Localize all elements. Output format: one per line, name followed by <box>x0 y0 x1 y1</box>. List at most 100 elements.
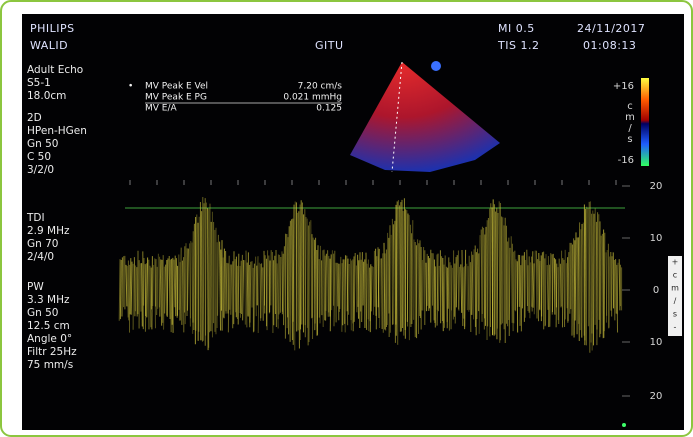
mi: MI 0.5 <box>498 22 535 35</box>
panel-text: HPen-HGen <box>27 125 87 137</box>
trace-stroke <box>449 262 450 330</box>
trace-stroke <box>194 224 195 330</box>
panel-text: S5-1 <box>27 77 51 89</box>
trace-stroke <box>311 220 312 318</box>
trace-stroke <box>361 260 362 312</box>
trace-stroke <box>609 257 610 328</box>
trace-stroke <box>426 263 427 311</box>
trace-stroke <box>467 264 468 310</box>
scale-unit: - <box>674 323 677 332</box>
trace-stroke <box>580 229 581 330</box>
patient: WALID <box>30 39 68 52</box>
trace-stroke <box>382 258 383 329</box>
trace-stroke <box>402 200 403 328</box>
date: 24/11/2017 <box>577 22 645 35</box>
trace-stroke <box>302 203 303 325</box>
trace-stroke <box>601 236 602 334</box>
measurement-label: MV Peak E Vel <box>145 82 208 92</box>
trace-stroke <box>130 258 131 314</box>
trace-stroke <box>602 234 603 338</box>
trace-stroke <box>499 201 500 343</box>
trace-stroke <box>230 264 231 309</box>
trace-stroke <box>518 255 519 307</box>
panel-text: 2/4/0 <box>27 251 54 263</box>
trace-stroke <box>597 212 598 345</box>
trace-stroke <box>349 264 350 315</box>
scale-unit: + <box>672 258 679 267</box>
trace-stroke <box>254 264 255 332</box>
trace-stroke <box>309 222 310 342</box>
trace-stroke <box>619 259 620 310</box>
trace-stroke <box>209 204 210 333</box>
scale-label: 0 <box>653 285 659 296</box>
orientation-marker <box>431 61 441 71</box>
trace-stroke <box>495 212 496 335</box>
trace-stroke <box>157 267 158 315</box>
trace-stroke <box>298 213 299 331</box>
scale-label: 20 <box>650 181 663 192</box>
trace-stroke <box>208 208 209 350</box>
trace-stroke <box>370 264 371 332</box>
scale-unit: c <box>673 271 677 280</box>
scale-label: 10 <box>650 337 663 348</box>
trace-stroke <box>590 201 591 342</box>
trace-stroke <box>604 233 605 331</box>
measurement-value: 7.20 cm/s <box>298 82 343 92</box>
color-bar-bottom: -16 <box>618 155 634 166</box>
panel-text: Gn 70 <box>27 238 59 250</box>
measurement-value: 0.125 <box>316 104 342 114</box>
trace-stroke <box>245 260 246 324</box>
color-bar-top: +16 <box>613 81 634 92</box>
trace-stroke <box>272 252 273 333</box>
color-bar-unit: m <box>625 112 635 123</box>
trace-stroke <box>459 267 460 311</box>
trace-stroke <box>267 250 268 330</box>
trace-stroke <box>401 202 402 331</box>
trace-stroke <box>592 210 593 350</box>
panel-text: PW <box>27 281 44 293</box>
tis: TIS 1.2 <box>497 39 539 52</box>
panel-text: TDI <box>26 212 45 224</box>
trace-stroke <box>299 211 300 348</box>
trace-stroke <box>536 251 537 319</box>
trace-stroke <box>463 267 464 318</box>
page: Ultrasound screen html, body { margin: 0… <box>0 0 693 437</box>
trace-stroke <box>175 256 176 317</box>
trace-stroke <box>411 233 412 327</box>
trace-stroke <box>289 226 290 334</box>
trace-stroke <box>395 221 396 343</box>
panel-text: Gn 50 <box>27 307 59 319</box>
trace-stroke <box>324 250 325 321</box>
color-bar-unit: s <box>627 134 632 145</box>
trace-stroke <box>432 253 433 305</box>
trace-stroke <box>556 264 557 328</box>
trace-stroke <box>564 260 565 327</box>
trace-stroke <box>493 199 494 334</box>
brand: PHILIPS <box>30 22 75 35</box>
trace-stroke <box>313 238 314 339</box>
scale-unit: m <box>671 284 679 293</box>
trace-stroke <box>434 260 435 323</box>
panel-text: 18.0cm <box>27 90 66 102</box>
trace-stroke <box>566 263 567 308</box>
trace-stroke <box>317 245 318 335</box>
screen: PHILIPS WALID GITU MI 0.5 TIS 1.2 24/11/… <box>0 0 693 437</box>
operator: GITU <box>315 39 344 52</box>
scale-label: 20 <box>650 391 663 402</box>
panel-text: Adult Echo <box>27 64 83 76</box>
trace-stroke <box>235 259 236 312</box>
trace-stroke <box>256 257 257 317</box>
panel-text: Angle 0° <box>27 333 72 345</box>
bullet: • <box>128 82 133 92</box>
measurement-label: MV E/A <box>145 104 178 114</box>
measurement-value: 0.021 mmHg <box>283 93 342 103</box>
panel-text: 2.9 MHz <box>27 225 70 237</box>
panel-text: Filtr 25Hz <box>27 346 77 358</box>
scale-unit: s <box>673 310 677 319</box>
body: { "header": { "brand": "PHILIPS", "patie… <box>0 0 693 437</box>
time: 01:08:13 <box>583 39 636 52</box>
trace-stroke <box>366 253 367 330</box>
measurement-label: MV Peak E PG <box>145 93 207 103</box>
trace-stroke <box>238 254 239 325</box>
trace-stroke <box>158 254 159 309</box>
